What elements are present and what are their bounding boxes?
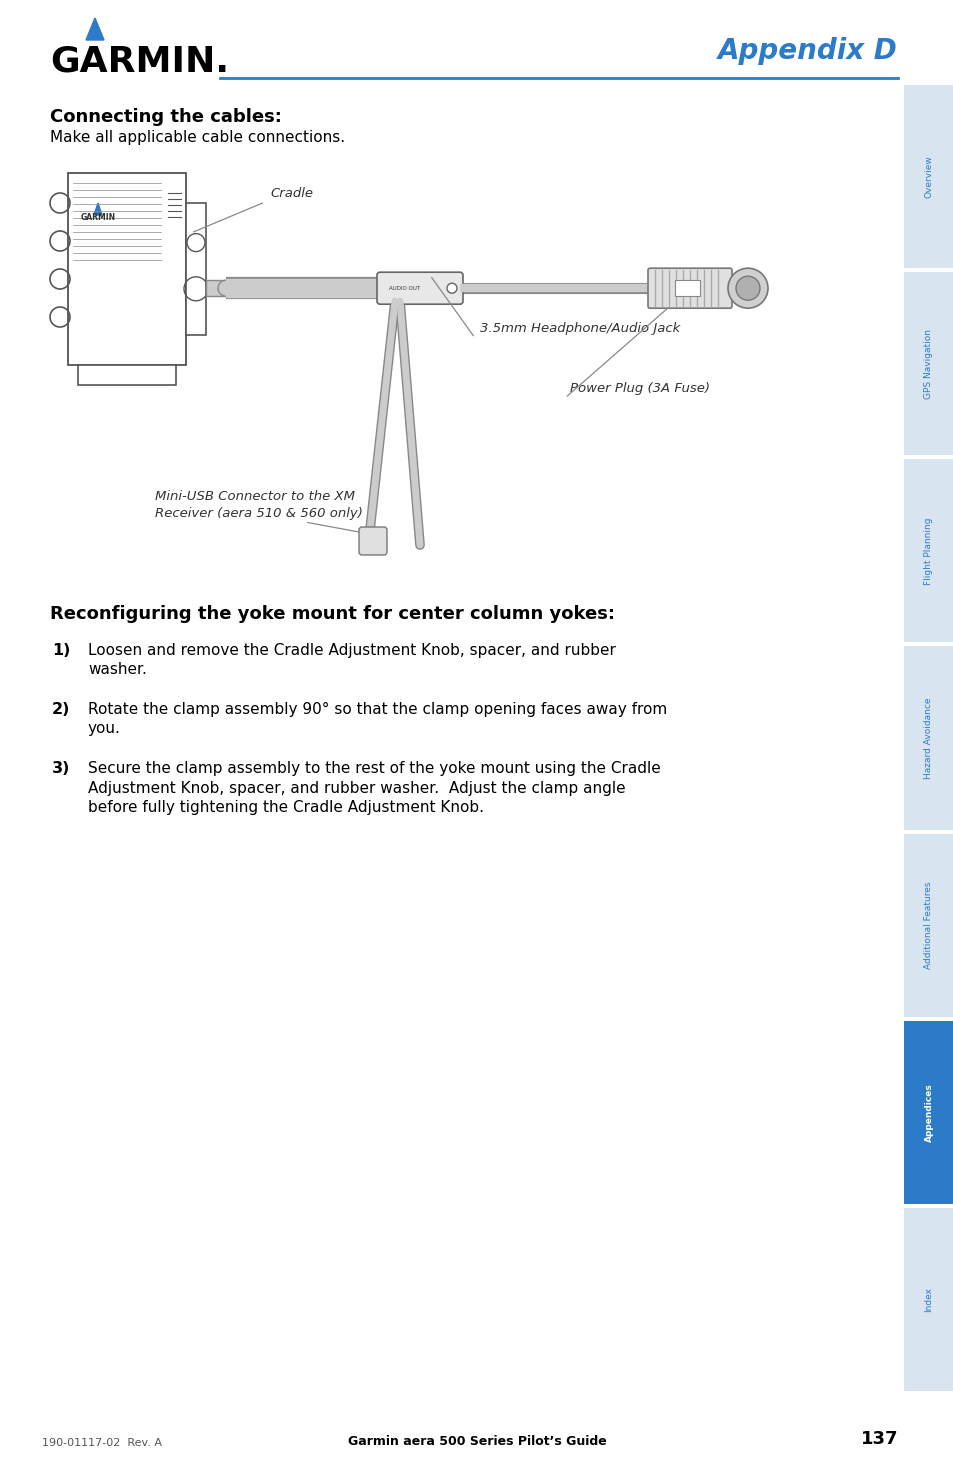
- Text: before fully tightening the Cradle Adjustment Knob.: before fully tightening the Cradle Adjus…: [88, 799, 483, 816]
- Text: Reconfiguring the yoke mount for center column yokes:: Reconfiguring the yoke mount for center …: [50, 605, 615, 622]
- Text: you.: you.: [88, 721, 121, 736]
- Text: Cradle: Cradle: [270, 187, 313, 201]
- Text: Power Plug (3A Fuse): Power Plug (3A Fuse): [569, 382, 709, 395]
- Bar: [903, 1021, 953, 1204]
- Bar: [903, 273, 953, 456]
- Bar: [903, 646, 953, 829]
- Text: GARMIN: GARMIN: [80, 214, 115, 223]
- Text: Hazard Avoidance: Hazard Avoidance: [923, 698, 933, 779]
- Text: Overview: Overview: [923, 155, 933, 198]
- Bar: [903, 833, 953, 1016]
- Bar: [903, 459, 953, 643]
- Text: 3): 3): [52, 761, 71, 776]
- Text: Appendices: Appendices: [923, 1083, 933, 1142]
- Text: Connecting the cables:: Connecting the cables:: [50, 108, 281, 125]
- Text: washer.: washer.: [88, 662, 147, 677]
- Text: Additional Features: Additional Features: [923, 882, 933, 969]
- Bar: [903, 1208, 953, 1391]
- FancyBboxPatch shape: [358, 527, 387, 555]
- Text: Adjustment Knob, spacer, and rubber washer.  Adjust the clamp angle: Adjustment Knob, spacer, and rubber wash…: [88, 780, 625, 795]
- Text: 2): 2): [52, 702, 71, 717]
- Bar: [186, 204, 206, 335]
- Bar: [68, 173, 186, 364]
- Text: Mini-USB Connector to the XM
Receiver (aera 510 & 560 only): Mini-USB Connector to the XM Receiver (a…: [154, 490, 362, 521]
- Text: 137: 137: [860, 1429, 897, 1448]
- Polygon shape: [94, 204, 102, 215]
- Text: Secure the clamp assembly to the rest of the yoke mount using the Cradle: Secure the clamp assembly to the rest of…: [88, 761, 660, 776]
- Bar: [903, 86, 953, 268]
- Text: Flight Planning: Flight Planning: [923, 518, 933, 584]
- Bar: [675, 280, 700, 296]
- Text: Index: Index: [923, 1286, 933, 1311]
- Circle shape: [727, 268, 767, 308]
- FancyBboxPatch shape: [376, 273, 462, 304]
- Text: Make all applicable cable connections.: Make all applicable cable connections.: [50, 130, 345, 145]
- Circle shape: [735, 276, 760, 301]
- Circle shape: [447, 283, 456, 294]
- Bar: [78, 364, 175, 385]
- Text: Rotate the clamp assembly 90° so that the clamp opening faces away from: Rotate the clamp assembly 90° so that th…: [88, 702, 666, 717]
- Text: Appendix D: Appendix D: [718, 37, 897, 65]
- Text: 3.5mm Headphone/Audio Jack: 3.5mm Headphone/Audio Jack: [479, 322, 679, 335]
- Bar: [206, 280, 226, 296]
- Text: GARMIN.: GARMIN.: [50, 44, 229, 78]
- Polygon shape: [86, 18, 104, 40]
- Text: 190-01117-02  Rev. A: 190-01117-02 Rev. A: [42, 1438, 162, 1448]
- Text: GPS Navigation: GPS Navigation: [923, 329, 933, 398]
- Text: Garmin aera 500 Series Pilot’s Guide: Garmin aera 500 Series Pilot’s Guide: [347, 1435, 606, 1448]
- Text: AUDIO OUT: AUDIO OUT: [389, 286, 420, 291]
- Text: Loosen and remove the Cradle Adjustment Knob, spacer, and rubber: Loosen and remove the Cradle Adjustment …: [88, 643, 616, 658]
- Text: 1): 1): [52, 643, 71, 658]
- FancyBboxPatch shape: [647, 268, 731, 308]
- Circle shape: [218, 280, 233, 296]
